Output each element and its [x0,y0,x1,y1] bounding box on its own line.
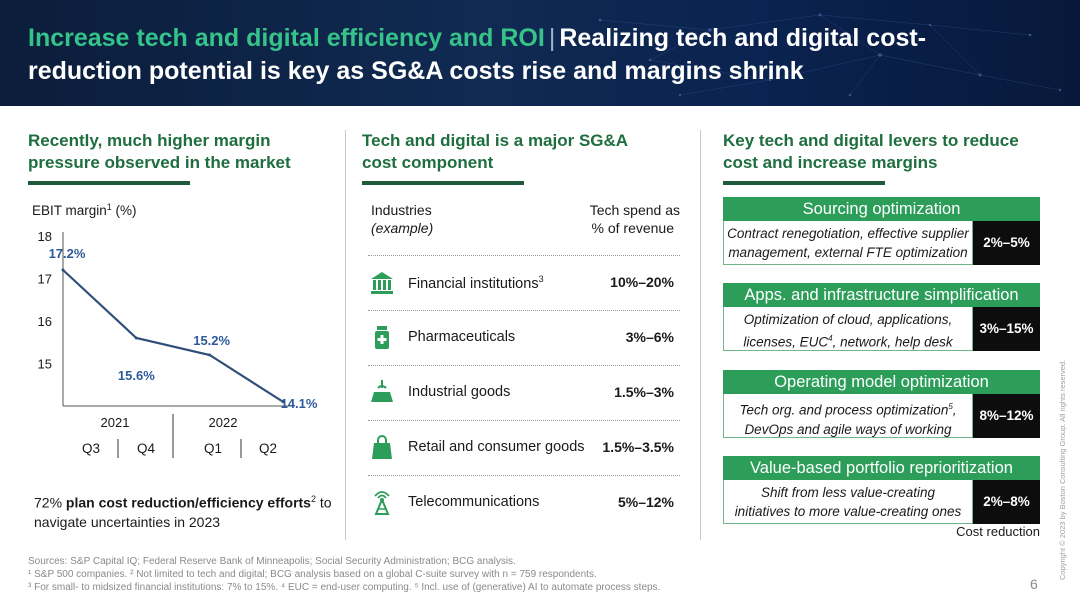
data-point [281,400,285,404]
y-tick-label: 16 [38,314,52,329]
data-label: 15.6% [118,368,155,383]
footnotes: Sources: S&P Capital IQ; Federal Reserve… [28,555,928,594]
lever-value: 2%–5% [973,221,1040,265]
left-heading-bar [28,181,190,185]
bank-icon [371,272,393,294]
column-divider-left [345,130,346,540]
shopping-bag-icon [372,435,392,459]
cost-reduction-kpi: 72% plan cost reduction/efficiency effor… [34,490,334,532]
cost-reduction-label: Cost reduction [956,524,1040,539]
x-tick-label: Q3 [82,441,100,456]
data-label: 14.1% [281,396,318,411]
lever-title: Apps. and infrastructure simplification [723,283,1040,307]
x-tick-label: Q1 [204,441,222,456]
industry-name: Pharmaceuticals [408,329,516,345]
industry-name: Industrial goods [408,384,511,400]
industry-row: Financial institutions3 10%–20% [368,255,680,310]
year-label: 2022 [209,415,238,430]
lever-title: Operating model optimization [723,370,1040,394]
tech-spend-value: 3%–6% [625,329,674,345]
page-number: 6 [1030,576,1038,592]
pill-bottle-icon [375,326,389,349]
footnote-line2: ³ For small- to midsized financial insti… [28,582,661,593]
industries-header-line1: Industries [371,202,432,218]
middle-heading: Tech and digital is a major SG&A cost co… [362,131,628,172]
year-label: 2021 [101,415,130,430]
y-tick-label: 18 [38,229,52,244]
copyright-text: Copyright © 2023 by Boston Consulting Gr… [1058,359,1067,580]
antenna-tower-icon [374,491,390,515]
ebit-margin-chart: EBIT margin1 (%) 18 17 16 15 17.2% 15.6% 15.2% 1… [32,202,318,458]
industry-row: Pharmaceuticals 3%–6% [368,310,680,365]
data-label: 17.2% [49,246,86,261]
right-heading: Key tech and digital levers to reduce co… [723,131,1019,172]
middle-heading-bar [362,181,524,185]
kpi-bold: plan cost reduction/efficiency efforts [65,494,311,511]
right-heading-bar [723,181,885,185]
industry-name: Financial institutions3 [408,274,544,292]
industry-row: Telecommunications 5%–12% [368,475,680,530]
industries-column-header: Industries (example) [371,201,433,237]
lever-value: 8%–12% [973,394,1040,438]
title-separator: | [548,24,556,52]
tech-spend-header-line1: Tech spend as [589,202,680,218]
ebit-margin-line [62,269,284,403]
tech-spend-column-header: Tech spend as % of revenue [560,201,680,237]
industry-name: Retail and consumer goods [408,439,585,455]
data-point [61,268,65,272]
footnote-line1: ¹ S&P 500 companies. ² Not limited to te… [28,569,597,580]
y-tick-label: 17 [38,272,52,287]
title-accent: Increase tech and digital efficiency and… [28,24,545,52]
column-divider-right [700,130,701,540]
header-banner: Increase tech and digital efficiency and… [0,0,1080,106]
lever-description: Optimization of cloud, applications, lic… [723,307,973,351]
industry-name: Telecommunications [408,494,540,510]
lever-description: Tech org. and process optimization5, Dev… [723,394,973,438]
data-point [134,336,138,340]
industry-row: Retail and consumer goods 1.5%–3.5% [368,420,680,475]
tech-spend-value: 10%–20% [610,274,674,290]
lever-title: Sourcing optimization [723,197,1040,221]
y-tick-label: 15 [38,357,52,372]
x-tick-label: Q2 [259,441,277,456]
lever-title: Value-based portfolio reprioritization [723,456,1040,480]
industries-header-line2: (example) [371,220,434,236]
x-tick-label: Q4 [137,441,156,456]
y-axis-label: EBIT margin1 (%) [32,202,137,218]
data-label: 15.2% [193,333,230,348]
page-title: Increase tech and digital efficiency and… [28,22,988,88]
network-pattern-icon [598,13,1062,97]
sources-text: Sources: S&P Capital IQ; Federal Reserve… [28,556,516,567]
kpi-suffix: to navigate uncertainties in 2023 [34,494,332,530]
tech-spend-value: 1.5%–3.5% [602,439,674,455]
lever-value: 2%–8% [973,480,1040,524]
kpi-footnote: 2 [310,494,316,504]
tech-spend-header-line2: % of revenue [591,220,675,236]
crane-box-icon [371,380,393,402]
lever-description: Contract renegotiation, effective suppli… [723,221,973,265]
data-point [208,353,212,357]
left-heading: Recently, much higher margin pressure ob… [28,131,291,172]
kpi-prefix: 72% [34,494,66,511]
lever-value: 3%–15% [973,307,1040,351]
tech-spend-value: 5%–12% [617,494,674,510]
title-main: Realizing tech and digital cost-reductio… [28,24,927,85]
industry-row: Industrial goods 1.5%–3% [368,365,680,420]
tech-spend-value: 1.5%–3% [614,384,674,400]
lever-description: Shift from less value-creating initiative… [723,480,973,524]
